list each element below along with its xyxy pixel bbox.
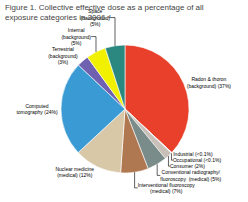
svg-text:Computedtomography (24%): Computedtomography (24%) bbox=[16, 103, 57, 116]
svg-text:Occupational (<0.1%): Occupational (<0.1%) bbox=[173, 157, 222, 163]
svg-text:Conventional radiography/fluor: Conventional radiography/fluoroscopy (me… bbox=[160, 169, 221, 182]
svg-text:Internal(background)(5%): Internal(background)(5%) bbox=[61, 27, 91, 46]
svg-text:Radon & thoron(background) (37: Radon & thoron(background) (37%) bbox=[187, 76, 232, 89]
svg-text:Consumer (2%): Consumer (2%) bbox=[170, 163, 205, 169]
svg-text:Figure 1. Collective effective: Figure 1. Collective effective dose as a… bbox=[5, 3, 204, 22]
svg-text:Interventional fluoroscopy(med: Interventional fluoroscopy(medical) (7%) bbox=[138, 182, 195, 195]
svg-text:Space(background)(5%): Space(background)(5%) bbox=[80, 8, 110, 27]
svg-text:Industrial (<0.1%): Industrial (<0.1%) bbox=[173, 151, 213, 157]
svg-text:Terrestrial(background)(3%): Terrestrial(background)(3%) bbox=[48, 46, 78, 65]
svg-text:Nuclear medicine(medical) (12%: Nuclear medicine(medical) (12%) bbox=[55, 166, 94, 179]
